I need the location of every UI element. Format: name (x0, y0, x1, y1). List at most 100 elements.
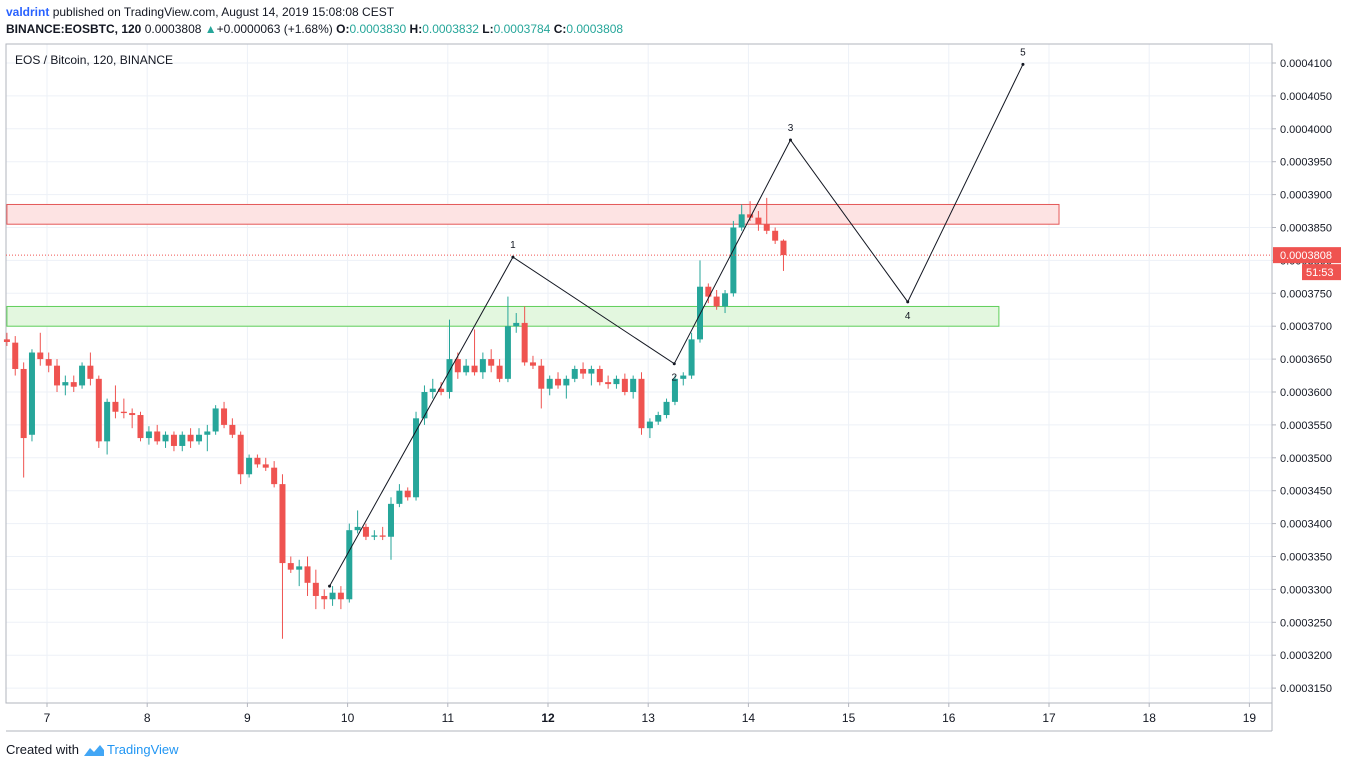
candle (304, 556, 311, 596)
candle (187, 428, 194, 448)
candle (446, 319, 453, 399)
candle (563, 375, 570, 399)
candle (212, 405, 219, 435)
time-tick-label: 10 (341, 711, 355, 725)
candle (296, 559, 303, 587)
chart-title: EOS / Bitcoin, 120, BINANCE (15, 53, 173, 67)
candle-body (145, 431, 152, 439)
candle (179, 431, 186, 452)
candle (312, 569, 319, 610)
candle (129, 408, 136, 429)
candle-body (705, 286, 712, 297)
price-tick-label: 0.0003950 (1280, 157, 1332, 169)
candle-body (671, 378, 678, 402)
candle-body (154, 431, 161, 442)
publish-info: valdrint published on TradingView.com, A… (6, 5, 394, 19)
candle-body (772, 230, 779, 241)
time-axis[interactable]: 7 8 9 10 11 12 13 14 15 16 17 18 19 (44, 703, 1257, 725)
tradingview-brand[interactable]: TradingView (83, 742, 179, 757)
candle-body (12, 342, 19, 369)
price-tick-label: 0.0003450 (1280, 486, 1332, 498)
candle (688, 332, 695, 379)
candle (387, 497, 394, 560)
candle-body (3, 339, 10, 342)
elliott-wave[interactable]: 1 2 3 4 5 (328, 47, 1026, 588)
candle-body (354, 526, 361, 531)
candle (12, 336, 19, 376)
candle-body (630, 378, 637, 392)
change-arrow-icon: ▲ (204, 22, 217, 36)
time-tick-label: 11 (442, 711, 455, 725)
candle-body (62, 382, 69, 386)
support-zone (6, 305, 1000, 327)
candle (504, 296, 511, 383)
candle-body (371, 535, 378, 537)
candle-body (621, 378, 628, 392)
candle (237, 431, 244, 485)
candle (120, 398, 127, 419)
candle-body (104, 401, 111, 442)
candle-body (137, 415, 144, 439)
wave-point (1021, 62, 1025, 66)
candle-body (196, 434, 203, 442)
candle (463, 359, 470, 376)
candle (421, 385, 428, 425)
candle (713, 290, 720, 310)
candle-body (187, 434, 194, 442)
candle-body (680, 375, 687, 379)
change-value: +0.0000063 (+1.68%) (216, 22, 333, 36)
wave-point (511, 255, 515, 259)
candle-body (120, 411, 127, 414)
candle-body (337, 592, 344, 600)
time-tick-label: 9 (244, 711, 251, 725)
candle (596, 365, 603, 386)
candle-body (329, 592, 336, 600)
candle-body (722, 293, 729, 307)
candle-body (713, 296, 720, 307)
candle-body (504, 326, 511, 379)
brand-label: TradingView (106, 742, 179, 757)
close-label: C: (553, 22, 567, 36)
wave-path (329, 64, 1024, 587)
candle-body (571, 368, 578, 379)
candle-body (613, 378, 620, 385)
candle (605, 375, 612, 389)
symbol-label: BINANCE:EOSBTC, 120 (6, 22, 142, 36)
candle-body (212, 408, 219, 432)
candle-body (45, 359, 52, 366)
candle-body (79, 365, 86, 386)
candle (538, 359, 545, 409)
open-value: 0.0003830 (349, 22, 407, 36)
ohlc-legend: BINANCE:EOSBTC, 120 0.0003808 ▲+0.000006… (6, 22, 623, 36)
author-link[interactable]: valdrint (6, 5, 50, 19)
candle-body (271, 467, 278, 485)
low-value: 0.0003784 (493, 22, 551, 36)
wave-label: 3 (788, 123, 794, 134)
candle-body (279, 484, 286, 564)
time-tick-label: 16 (942, 711, 956, 725)
candle-body (429, 388, 436, 392)
candle (404, 487, 411, 501)
candle (630, 375, 637, 399)
candle (730, 220, 737, 297)
candle (104, 398, 111, 455)
candle-body (529, 362, 536, 366)
price-axis[interactable]: 0.0003150 0.0003200 0.0003250 0.0003300 0.00… (1272, 58, 1341, 695)
candle-body (387, 503, 394, 537)
price-tick-label: 0.0003500 (1280, 453, 1332, 465)
candle-body (254, 457, 261, 465)
candle-body (646, 421, 653, 429)
candle (28, 349, 35, 442)
wave-point (328, 584, 332, 588)
candle (271, 461, 278, 488)
candle-body (70, 382, 77, 387)
time-tick-label: 8 (144, 711, 151, 725)
price-tick-label: 0.0003750 (1280, 288, 1332, 300)
candle-body (362, 526, 369, 537)
candle (646, 418, 653, 439)
candle (154, 424, 161, 445)
candle-body (638, 378, 645, 429)
candle-body (237, 434, 244, 475)
candle-body (296, 566, 303, 570)
